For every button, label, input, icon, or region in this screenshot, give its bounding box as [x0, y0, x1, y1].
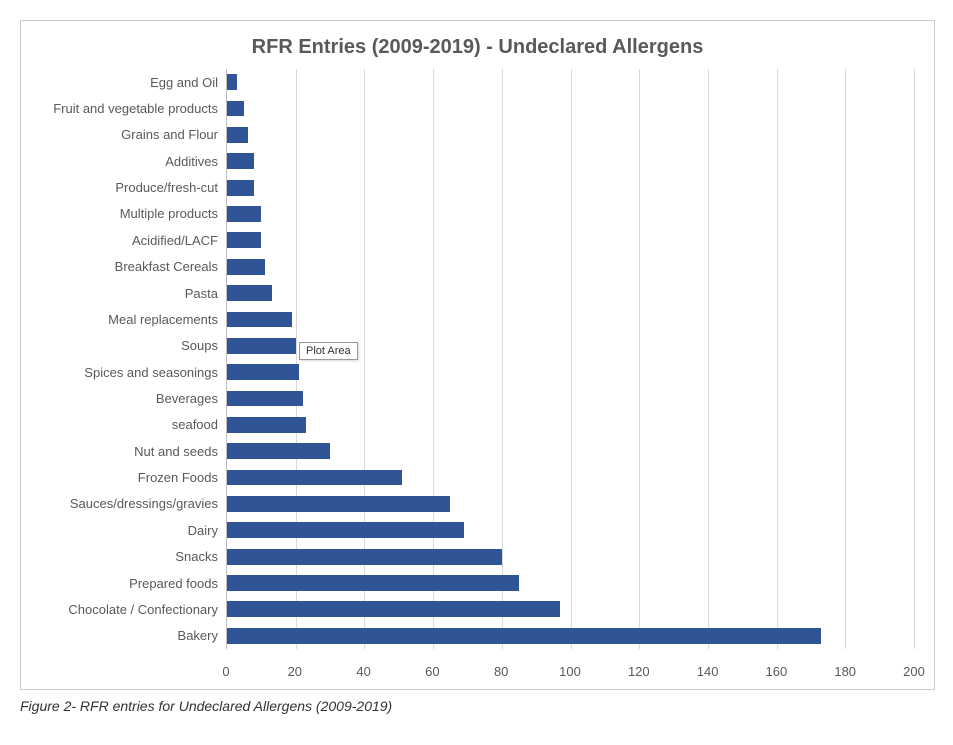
x-tick: 0 [222, 664, 229, 679]
bar [227, 101, 244, 117]
y-label: Grains and Flour [121, 122, 226, 148]
bar-row [227, 254, 914, 280]
bar [227, 628, 821, 644]
bar [227, 417, 306, 433]
y-label: Pasta [185, 280, 226, 306]
y-label: Additives [165, 148, 226, 174]
x-axis: 020406080100120140160180200 [226, 659, 914, 689]
chart-container: RFR Entries (2009-2019) - Undeclared All… [20, 20, 935, 690]
y-label: Fruit and vegetable products [53, 95, 226, 121]
bar [227, 496, 450, 512]
bar [227, 522, 464, 538]
bar [227, 575, 519, 591]
y-axis-labels: Egg and OilFruit and vegetable productsG… [31, 69, 226, 649]
bar-row [227, 227, 914, 253]
bar-row [227, 570, 914, 596]
bar-row [227, 95, 914, 121]
x-tick: 120 [628, 664, 650, 679]
bar [227, 391, 303, 407]
x-tick: 200 [903, 664, 925, 679]
y-label: Frozen Foods [138, 464, 226, 490]
bar-row [227, 623, 914, 649]
bar-row [227, 148, 914, 174]
x-tick: 60 [425, 664, 439, 679]
y-label: Chocolate / Confectionary [68, 596, 226, 622]
bar [227, 601, 560, 617]
y-label: Beverages [156, 385, 226, 411]
y-label: Meal replacements [108, 306, 226, 332]
x-tick: 140 [697, 664, 719, 679]
y-label: Prepared foods [129, 570, 226, 596]
y-label: Breakfast Cereals [115, 254, 226, 280]
y-label: Nut and seeds [134, 438, 226, 464]
bar [227, 232, 261, 248]
bar [227, 127, 248, 143]
y-label: Snacks [175, 543, 226, 569]
bar-row [227, 464, 914, 490]
y-label: Dairy [188, 517, 226, 543]
bar [227, 259, 265, 275]
chart-title: RFR Entries (2009-2019) - Undeclared All… [21, 21, 934, 69]
bar-row [227, 69, 914, 95]
bar [227, 285, 272, 301]
bar-row [227, 306, 914, 332]
tooltip-plot-area: Plot Area [299, 342, 358, 360]
bar [227, 153, 254, 169]
y-label: Multiple products [120, 201, 226, 227]
x-tick: 180 [834, 664, 856, 679]
x-tick: 160 [766, 664, 788, 679]
y-label: Bakery [178, 623, 226, 649]
x-tick: 40 [356, 664, 370, 679]
bar [227, 206, 261, 222]
x-tick: 80 [494, 664, 508, 679]
y-label: Produce/fresh-cut [115, 174, 226, 200]
bar [227, 338, 296, 354]
bar [227, 470, 402, 486]
bar-row [227, 201, 914, 227]
bar-row [227, 596, 914, 622]
y-label: Acidified/LACF [132, 227, 226, 253]
bar-row [227, 543, 914, 569]
bar [227, 364, 299, 380]
bar-row [227, 280, 914, 306]
bar [227, 74, 237, 90]
bar-row [227, 385, 914, 411]
y-label: Spices and seasonings [84, 359, 226, 385]
bar [227, 549, 502, 565]
y-label: Egg and Oil [150, 69, 226, 95]
figure-caption: Figure 2- RFR entries for Undeclared All… [20, 698, 933, 714]
bar-row [227, 438, 914, 464]
bar-row [227, 517, 914, 543]
x-tick: 100 [559, 664, 581, 679]
chart-body: Egg and OilFruit and vegetable productsG… [21, 69, 934, 659]
bar [227, 312, 292, 328]
y-label: Sauces/dressings/gravies [70, 491, 226, 517]
x-tick: 20 [288, 664, 302, 679]
y-label: Soups [181, 333, 226, 359]
bar-row [227, 491, 914, 517]
bar [227, 180, 254, 196]
bar-row [227, 122, 914, 148]
bar-row [227, 412, 914, 438]
bar [227, 443, 330, 459]
bar-row [227, 359, 914, 385]
y-label: seafood [172, 412, 226, 438]
bar-row [227, 174, 914, 200]
gridline [914, 69, 915, 649]
